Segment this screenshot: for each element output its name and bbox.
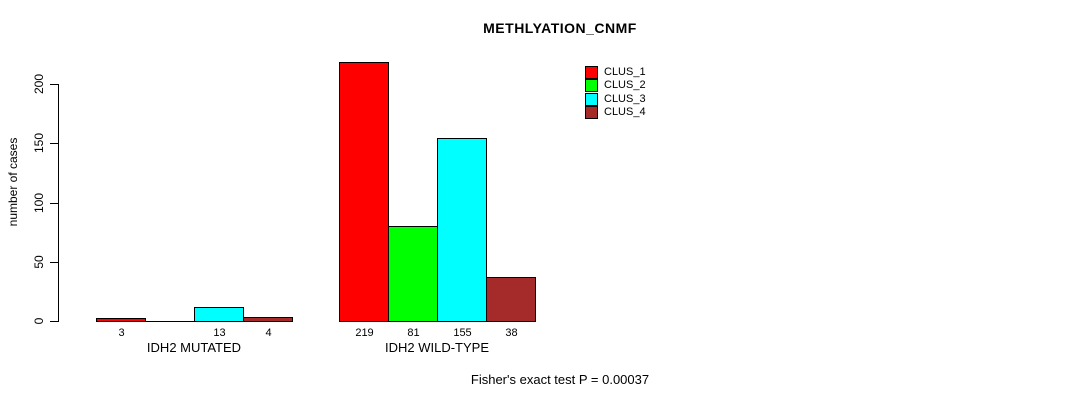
y-tick-label-150: 150 [32,132,46,154]
bar-value-clus-1-idh2-wild-type: 219 [355,327,374,339]
legend-label-clus-2: CLUS_2 [604,79,646,91]
category-label-idh2-wild-type: IDH2 WILD-TYPE [384,340,490,355]
legend-label-clus-4: CLUS_4 [604,106,646,118]
bar-clus-1-idh2-mutated [96,318,146,322]
y-tick-50 [50,262,58,263]
bar-clus-4-idh2-wild-type [486,277,536,322]
y-tick-200 [50,84,58,85]
y-axis-label: number of cases [6,137,20,227]
bar-clus-3-idh2-mutated [194,307,244,322]
y-tick-150 [50,143,58,144]
legend-swatch-clus-2 [585,79,598,92]
bar-value-clus-4-idh2-wild-type: 38 [505,327,518,339]
bar-value-clus-4-idh2-mutated: 4 [265,327,272,339]
legend-swatch-clus-4 [585,106,598,119]
bar-clus-4-idh2-mutated [243,317,293,322]
legend-swatch-clus-3 [585,93,598,106]
bar-value-clus-1-idh2-mutated: 3 [118,327,125,339]
bar-value-clus-3-idh2-wild-type: 155 [453,327,472,339]
category-label-idh2-mutated: IDH2 MUTATED [146,340,242,355]
legend-label-clus-3: CLUS_3 [604,93,646,105]
y-axis-line [58,84,59,322]
bar-clus-3-idh2-wild-type [437,138,487,322]
y-tick-label-50: 50 [32,255,46,269]
chart-title: METHLYATION_CNMF [483,20,637,36]
legend-label-clus-1: CLUS_1 [604,66,646,78]
y-tick-label-200: 200 [32,73,46,95]
bar-clus-1-idh2-wild-type [339,62,389,322]
bar-value-clus-3-idh2-mutated: 13 [213,327,226,339]
y-tick-100 [50,203,58,204]
y-tick-label-0: 0 [32,317,46,325]
bar-value-clus-2-idh2-wild-type: 81 [407,327,420,339]
y-tick-0 [50,321,58,322]
legend-swatch-clus-1 [585,66,598,79]
bar-clus-2-idh2-wild-type [388,226,438,322]
y-tick-label-100: 100 [32,192,46,214]
fisher-test-annotation: Fisher's exact test P = 0.00037 [470,372,650,387]
